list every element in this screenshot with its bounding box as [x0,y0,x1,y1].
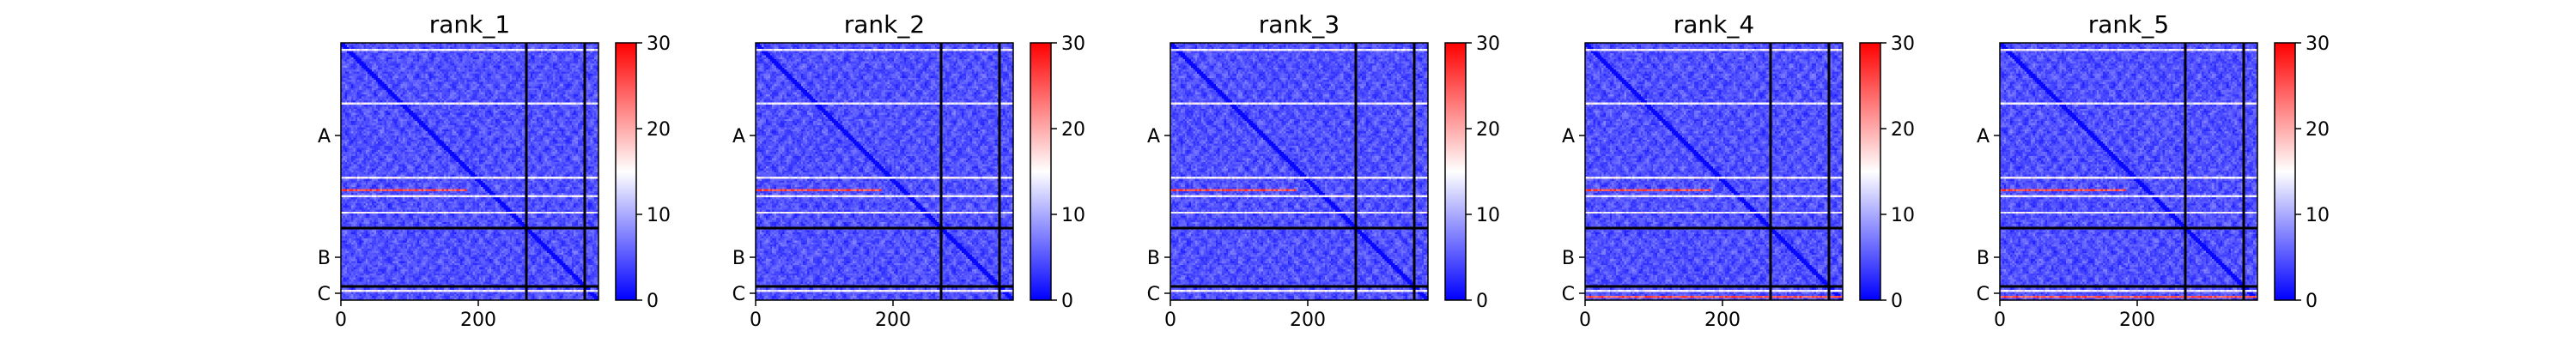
colorbar-tick-label: 20 [1476,119,1500,141]
y-tick-label: C [732,284,745,305]
colorbar-tick-label: 0 [647,291,659,312]
colorbar-tick-label: 10 [2306,205,2330,226]
axes-frame [1170,42,1429,301]
y-tick-label: A [1562,126,1575,147]
y-tick-label: A [318,126,331,147]
heatmap-image [1170,43,1428,300]
y-tick-label: C [1977,284,1990,305]
x-tick-label: 0 [1579,310,1591,331]
axes-frame [1999,42,2258,301]
x-tick-label: 200 [875,310,911,331]
axes-frame [340,42,599,301]
x-tick-label: 200 [1704,310,1741,331]
colorbar [2274,42,2296,301]
y-tick-label: B [732,248,745,269]
colorbar-tick-label: 20 [2306,119,2330,141]
colorbar-tick-label: 30 [1476,33,1500,55]
axes-frame [1584,42,1844,301]
colorbar-tick-label: 10 [1061,205,1085,226]
y-tick-label: B [1147,248,1160,269]
axes-frame [755,42,1014,301]
y-tick-label: B [1562,248,1575,269]
x-tick-label: 0 [335,310,347,331]
y-tick-label: C [1562,284,1575,305]
heatmap-image [1585,43,1843,300]
y-tick-label: C [1147,284,1160,305]
colorbar [1859,42,1881,301]
heatmap-image [341,43,598,300]
panel-title: rank_1 [429,10,510,39]
x-tick-label: 200 [460,310,496,331]
colorbar-tick-label: 0 [1891,291,1903,312]
colorbar-tick-label: 10 [1891,205,1915,226]
colorbar [615,42,637,301]
colorbar-tick-label: 0 [1476,291,1488,312]
colorbar-tick-label: 0 [1061,291,1073,312]
colorbar-tick-label: 20 [647,119,671,141]
x-tick-label: 0 [1994,310,2006,331]
y-tick-label: B [318,248,331,269]
heatmap-image [2000,43,2257,300]
x-tick-label: 200 [2119,310,2155,331]
y-tick-label: A [1147,126,1160,147]
heatmap-image [756,43,1013,300]
colorbar-tick-label: 30 [647,33,671,55]
colorbar-tick-label: 10 [1476,205,1500,226]
colorbar-tick-label: 10 [647,205,671,226]
y-tick-label: A [732,126,745,147]
colorbar-tick-label: 30 [1891,33,1915,55]
y-tick-label: B [1977,248,1990,269]
x-tick-label: 200 [1290,310,1326,331]
y-tick-label: A [1977,126,1990,147]
panel-title: rank_3 [1259,10,1340,39]
colorbar-tick-label: 20 [1061,119,1085,141]
panel-title: rank_5 [2088,10,2169,39]
x-tick-label: 0 [750,310,762,331]
colorbar [1030,42,1052,301]
panel-title: rank_4 [1674,10,1754,39]
colorbar [1444,42,1467,301]
colorbar-tick-label: 20 [1891,119,1915,141]
panel-title: rank_2 [844,10,925,39]
colorbar-tick-label: 0 [2306,291,2318,312]
y-tick-label: C [318,284,331,305]
colorbar-tick-label: 30 [1061,33,1085,55]
colorbar-tick-label: 30 [2306,33,2330,55]
x-tick-label: 0 [1164,310,1176,331]
